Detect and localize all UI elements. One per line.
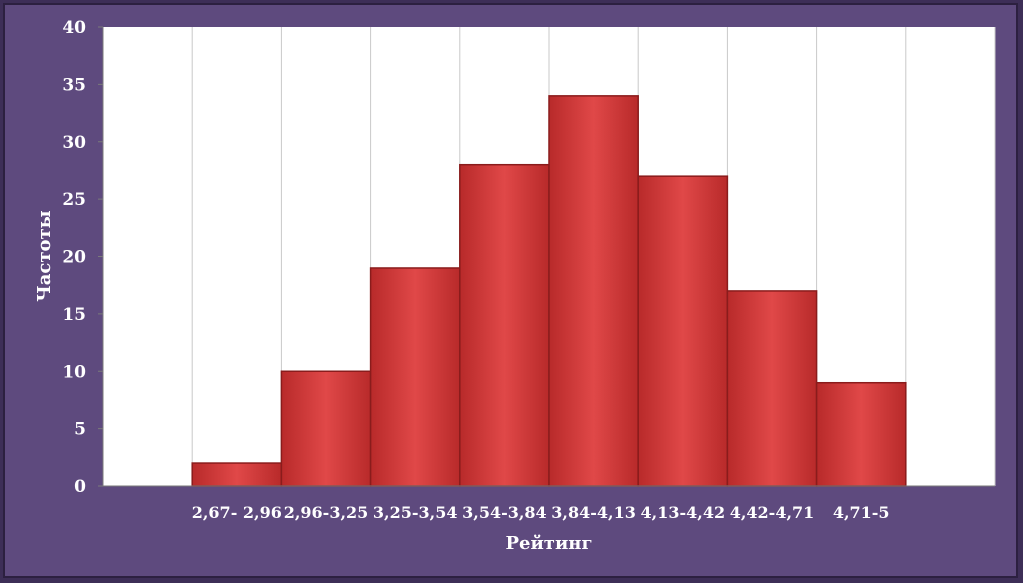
y-axis-title: Частоты — [34, 210, 55, 301]
x-tick-label: 4,13-4,42 — [641, 503, 726, 522]
y-tick-label: 30 — [62, 133, 86, 153]
x-tick-label: 2,67- 2,96 — [192, 503, 282, 522]
y-tick-label: 15 — [62, 305, 86, 325]
bar — [369, 267, 461, 487]
x-tick-label: 2,96-3,25 — [284, 503, 369, 522]
x-tick-label: 3,54-3,84 — [462, 503, 547, 522]
bar — [726, 290, 818, 487]
y-tick-label: 35 — [62, 75, 86, 95]
x-tick-label: 4,71-5 — [833, 503, 890, 522]
y-tick-label: 10 — [62, 362, 86, 382]
x-tick-label: 3,25-3,54 — [373, 503, 458, 522]
x-axis-title: Рейтинг — [505, 533, 592, 554]
x-tick-label: 4,42-4,71 — [730, 503, 815, 522]
y-tick-label: 20 — [62, 248, 86, 268]
bar — [459, 163, 550, 487]
bar — [280, 370, 372, 487]
bar — [815, 381, 907, 487]
y-tick-label: 40 — [62, 18, 86, 38]
y-tick-label: 25 — [62, 190, 86, 210]
bars — [191, 95, 907, 487]
y-axis-ticks: 0 5 10 15 20 25 30 35 40 — [62, 18, 103, 497]
bar — [191, 462, 283, 487]
x-axis-ticks: 2,67- 2,96 2,96-3,25 3,25-3,54 3,54-3,84 3,8… — [192, 503, 890, 522]
y-tick-label: 5 — [74, 420, 86, 440]
x-tick-label: 3,84-4,13 — [551, 503, 636, 522]
bar — [548, 95, 639, 487]
bar — [637, 175, 729, 487]
y-tick-label: 0 — [74, 477, 86, 497]
